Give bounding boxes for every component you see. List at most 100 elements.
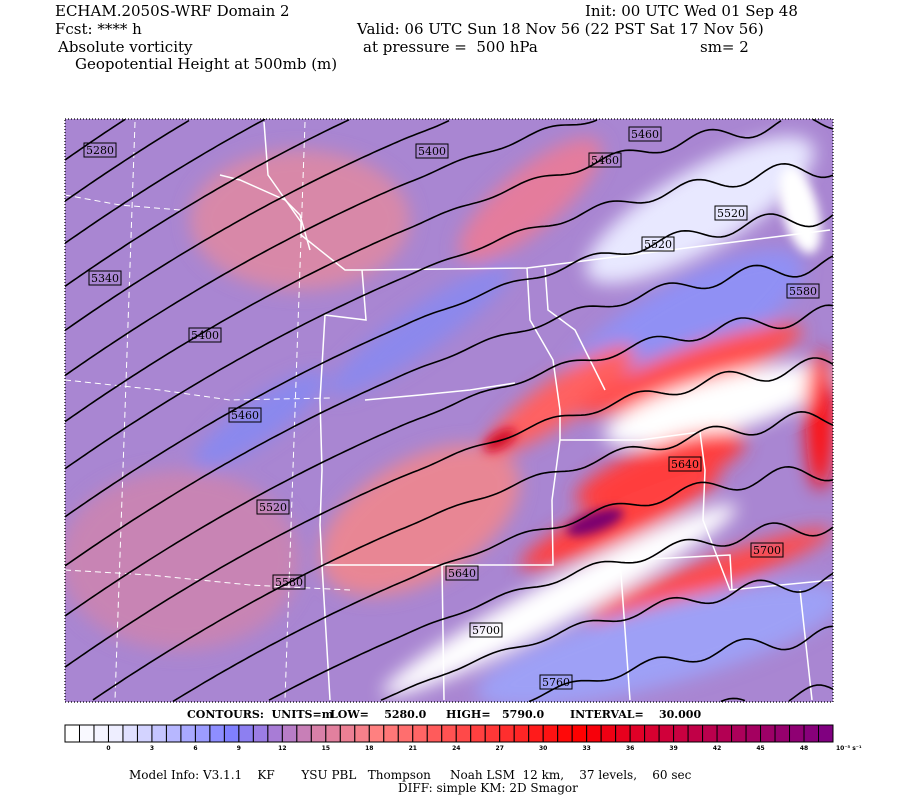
colorbar-box <box>731 724 747 743</box>
colorbar-box <box>339 724 356 743</box>
contour-line <box>65 119 450 332</box>
contour-line <box>65 255 833 567</box>
height-contours <box>65 119 833 702</box>
contour-label-box <box>445 565 479 581</box>
contour-label-box <box>469 622 503 638</box>
contour-label-box <box>750 542 784 558</box>
state-borders <box>219 121 833 701</box>
contour-label-box <box>668 456 702 472</box>
contour-label: 5400 <box>191 329 219 342</box>
contour-line <box>92 410 833 701</box>
contour-line <box>65 304 833 617</box>
colorbar-box <box>180 724 196 743</box>
colorbar-box <box>165 724 182 743</box>
colorbar-box <box>557 724 573 743</box>
contour-line <box>65 213 833 518</box>
contour-label-box <box>272 574 306 590</box>
colorbar-box <box>93 724 109 743</box>
colorbar-tick-label: 12 <box>278 745 286 752</box>
contour-label: 5280 <box>86 144 114 157</box>
contour-label-box <box>83 142 117 158</box>
model-info: Model Info: V3.1.1 KF YSU PBL Thompson N… <box>129 768 692 782</box>
colorbar-box <box>774 724 791 743</box>
colorbar-box <box>368 724 385 743</box>
contour-line <box>65 119 266 244</box>
colorbar-tick-label: 6 <box>193 745 197 752</box>
contour-label-box <box>228 407 262 423</box>
colorbar-tick-label: 42 <box>713 745 721 752</box>
pressure-level: at pressure = 500 hPa <box>363 38 538 56</box>
contour-line <box>65 119 833 423</box>
colorbar-box <box>600 724 617 743</box>
contour-label-box <box>588 152 622 168</box>
colorbar-box <box>470 724 486 743</box>
colorbar-box <box>803 724 820 743</box>
contour-line <box>380 572 833 701</box>
vorticity-field <box>65 119 833 702</box>
forecast-hour: Fcst: **** h <box>55 20 142 38</box>
plot-frame <box>64 118 834 703</box>
colorbar-box <box>658 724 675 743</box>
contour-label-box <box>628 126 662 142</box>
contour-line <box>65 119 190 202</box>
contour-interval: INTERVAL= 30.000 <box>570 708 702 721</box>
contour-line <box>65 162 833 470</box>
colorbar-box <box>542 724 559 743</box>
contour-label-box <box>256 499 290 515</box>
colorbar-tick-label: 15 <box>322 745 330 752</box>
colorbar-box <box>499 724 515 743</box>
colorbar-box <box>586 724 602 743</box>
contour-label: 5520 <box>717 207 745 220</box>
colorbar-box <box>267 724 283 743</box>
contour-line <box>65 119 598 377</box>
contour-label-box <box>415 143 449 159</box>
colorbar-box <box>412 724 428 743</box>
colorbar-box <box>629 724 646 743</box>
colorbar-tick-label: 39 <box>669 745 677 752</box>
field-name: Absolute vorticity <box>58 38 193 56</box>
colorbar-box <box>354 724 370 743</box>
colorbar-box <box>455 724 472 743</box>
contour-label-box <box>786 283 820 299</box>
contour-label: 5760 <box>542 676 570 689</box>
contour-label-box <box>539 674 573 690</box>
colorbar-tick-label: 3 <box>150 745 154 752</box>
init-time: Init: 00 UTC Wed 01 Sep 48 <box>585 2 798 20</box>
colorbar-box <box>281 724 298 743</box>
colorbar-box <box>528 724 544 743</box>
colorbar-box <box>64 724 80 743</box>
colorbar: 0 3 6 9 12 15 18 21 24 27 30 33 36 39 42 45 48 10⁻⁵ s⁻¹ <box>64 724 862 752</box>
contour-labels: 5280 5340 5400 5460 5520 5580 5640 5700 5760 5400… <box>83 126 820 690</box>
colorbar-box <box>238 724 254 743</box>
colorbar-box <box>484 724 501 743</box>
contour-low: LOW= 5280.0 <box>330 708 427 721</box>
contour-field-name: Geopotential Height at 500mb (m) <box>75 55 338 73</box>
contour-label-box <box>641 236 675 252</box>
colorbar-tick-label: 27 <box>496 745 504 752</box>
colorbar-box <box>818 724 834 743</box>
contour-label: 5580 <box>789 285 817 298</box>
contour-label: 5520 <box>259 501 287 514</box>
contour-label: 5640 <box>671 458 699 471</box>
contour-label: 5460 <box>631 128 659 141</box>
contour-line <box>65 119 126 161</box>
contour-label: 5700 <box>753 544 781 557</box>
contour-label: 5400 <box>418 145 446 158</box>
contour-line <box>268 522 833 701</box>
colorbar-tick-label: 48 <box>800 745 808 752</box>
diffusion-info: DIFF: simple KM: 2D Smagor <box>398 781 578 795</box>
colorbar-box <box>296 724 312 743</box>
colorbar-box <box>687 724 704 743</box>
colorbar-box <box>673 724 689 743</box>
colorbar-box <box>122 724 138 743</box>
colorbar-box <box>716 724 733 743</box>
colorbar-box <box>615 724 631 743</box>
colorbar-box <box>223 724 240 743</box>
contour-line <box>720 684 833 702</box>
contour-label: 5460 <box>231 409 259 422</box>
contour-line <box>65 119 350 287</box>
contour-line <box>528 625 833 702</box>
colorbar-tick-label: 21 <box>409 745 417 752</box>
colorbar-tick-label: 18 <box>365 745 373 752</box>
colorbar-box <box>745 724 762 743</box>
